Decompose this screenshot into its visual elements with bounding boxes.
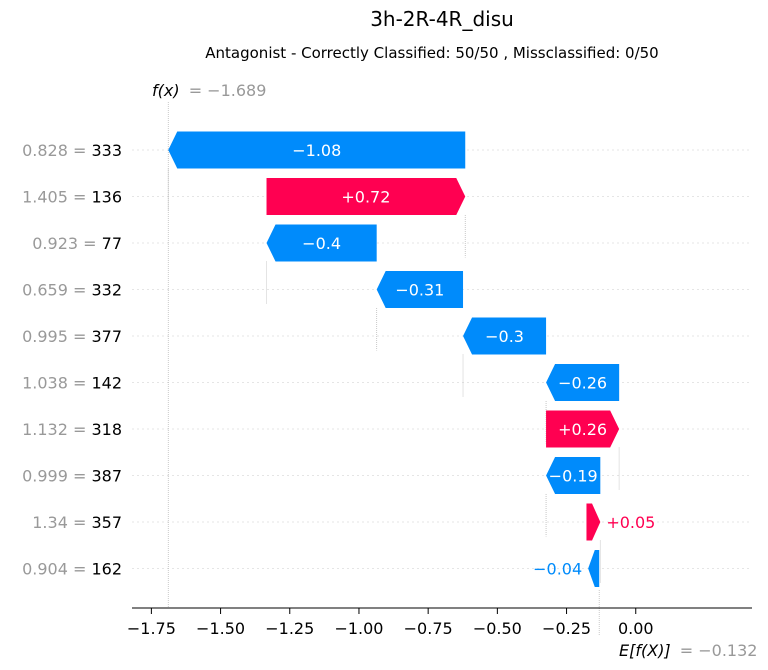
feature-label: 0.999 = 387	[22, 467, 122, 486]
bar-value-label: +0.05	[606, 513, 655, 532]
feature-value: 0.904 =	[22, 560, 91, 579]
feature-name: 318	[91, 420, 122, 439]
x-tick-label: −1.00	[334, 619, 383, 638]
feature-name: 357	[91, 513, 122, 532]
fx-value: = −1.689	[189, 81, 267, 100]
bar-value-label: −0.04	[533, 560, 582, 579]
feature-value: 0.995 =	[22, 327, 91, 346]
bar-feature-387	[546, 457, 601, 494]
feature-name: 377	[91, 327, 122, 346]
bar-value-label: −0.3	[485, 327, 524, 346]
feature-label: 1.038 = 142	[22, 374, 122, 393]
feature-label: 1.34 = 357	[32, 513, 122, 532]
chart-title: 3h-2R-4R_disu	[370, 7, 514, 31]
bar-value-label: −0.4	[302, 234, 341, 253]
fx-annotation: f(x) = −1.689	[152, 81, 266, 100]
feature-label: 0.904 = 162	[22, 560, 122, 579]
bar-value-label: −0.19	[549, 467, 598, 486]
feature-value: 1.405 =	[22, 188, 91, 207]
bar-value-label: −0.31	[395, 281, 444, 300]
bar-value-label: −1.08	[292, 141, 341, 160]
feature-name: 162	[91, 560, 122, 579]
base-annotation: E[f(X)] = −0.132	[619, 641, 757, 660]
x-tick-label: −1.50	[196, 619, 245, 638]
x-tick-label: −0.50	[473, 619, 522, 638]
feature-name: 77	[102, 234, 122, 253]
feature-name: 333	[91, 141, 122, 160]
feature-value: 1.34 =	[32, 513, 91, 532]
x-tick-label: −0.75	[404, 619, 453, 638]
bar-feature-162	[588, 550, 600, 587]
feature-name: 136	[91, 188, 122, 207]
bar-value-label: +0.26	[558, 420, 607, 439]
bar-feature-332	[376, 271, 464, 308]
x-tick-label: −1.25	[265, 619, 314, 638]
bars-group: −1.08 +0.72 −0.4 −0.31 −0.3 −0.26 +0.26 −0.19 +0…	[168, 131, 655, 587]
feature-name: 142	[91, 374, 122, 393]
bar-feature-357	[586, 503, 601, 541]
feature-label: 0.923 = 77	[32, 234, 122, 253]
feature-labels: 0.828 = 333 1.405 = 136 0.923 = 77 0.659 = …	[22, 141, 122, 579]
feature-name: 387	[91, 467, 122, 486]
bar-value-label: −0.26	[558, 374, 607, 393]
base-value: = −0.132	[680, 641, 758, 660]
base-label: E[f(X)]	[619, 641, 671, 660]
feature-value: 0.999 =	[22, 467, 91, 486]
bar-value-label: +0.72	[341, 188, 390, 207]
feature-value: 0.828 =	[22, 141, 91, 160]
x-tick-label: 0.00	[618, 619, 654, 638]
feature-label: 1.405 = 136	[22, 188, 122, 207]
bar-feature-318	[546, 410, 620, 448]
feature-label: 1.132 = 318	[22, 420, 122, 439]
chart-subtitle: Antagonist - Correctly Classified: 50/50…	[205, 44, 658, 62]
bar-feature-136	[266, 178, 466, 215]
connector-lines	[167, 102, 620, 636]
bar-feature-377	[463, 317, 547, 355]
feature-value: 1.038 =	[22, 374, 91, 393]
feature-label: 0.828 = 333	[22, 141, 122, 160]
bar-feature-77	[266, 224, 377, 262]
feature-value: 1.132 =	[22, 420, 91, 439]
feature-label: 0.659 = 332	[22, 281, 122, 300]
feature-value: 0.659 =	[22, 281, 91, 300]
feature-label: 0.995 = 377	[22, 327, 122, 346]
x-axis-ticks: −1.75 −1.50 −1.25 −1.00 −0.75 −0.50 −0.25 0.00	[127, 608, 654, 638]
fx-label: f(x)	[152, 81, 180, 100]
bar-feature-142	[546, 364, 620, 401]
bar-feature-333	[168, 131, 466, 169]
svg-text:E[f(X)] = −0.132: E[f(X)] = −0.132	[619, 641, 757, 660]
svg-text:f(x) = −1.689: f(x) = −1.689	[152, 81, 266, 100]
feature-value: 0.923 =	[32, 234, 101, 253]
x-tick-label: −1.75	[127, 619, 176, 638]
x-tick-label: −0.25	[542, 619, 591, 638]
feature-name: 332	[91, 281, 122, 300]
